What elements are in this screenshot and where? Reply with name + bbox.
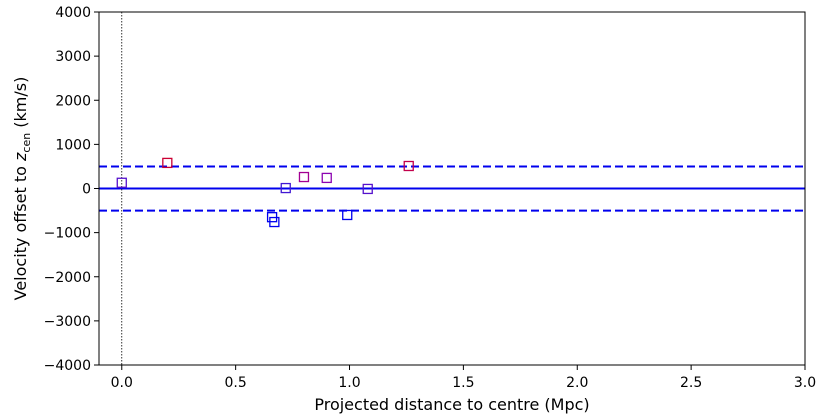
x-tick-label: 1.5 bbox=[452, 375, 474, 391]
y-axis-ticks: −4000 −3000 −2000 −1000 0 1000 2000 3000 4000 bbox=[44, 5, 99, 374]
x-tick-label: 0.5 bbox=[225, 375, 247, 391]
x-tick-label: 2.0 bbox=[566, 375, 588, 391]
y-tick-label: −4000 bbox=[44, 358, 91, 374]
y-tick-label: 4000 bbox=[55, 5, 91, 21]
x-tick-label: 0.0 bbox=[111, 375, 133, 391]
y-tick-label: −3000 bbox=[44, 314, 91, 330]
y-tick-label: −1000 bbox=[44, 226, 91, 242]
x-axis-label: Projected distance to centre (Mpc) bbox=[314, 395, 589, 414]
y-tick-label: 3000 bbox=[55, 49, 91, 65]
data-points bbox=[116, 157, 414, 228]
y-tick-label: 1000 bbox=[55, 137, 91, 153]
reference-lines bbox=[99, 12, 805, 365]
data-point bbox=[321, 172, 332, 184]
y-axis-label: Velocity offset to zcen (km/s) bbox=[11, 77, 33, 301]
x-tick-label: 1.0 bbox=[338, 375, 360, 391]
x-tick-label: 3.0 bbox=[794, 375, 816, 391]
x-axis-ticks: 0.0 0.5 1.0 1.5 2.0 2.5 3.0 bbox=[111, 365, 816, 391]
data-point bbox=[298, 171, 310, 183]
y-axis-label-variable: z bbox=[11, 152, 30, 162]
data-point bbox=[269, 216, 280, 228]
data-point bbox=[403, 160, 414, 172]
data-point bbox=[362, 183, 373, 195]
y-tick-label: 0 bbox=[82, 182, 91, 198]
y-tick-label: 2000 bbox=[55, 93, 91, 109]
y-axis-label-prefix: Velocity offset to bbox=[11, 161, 30, 300]
y-axis-label-suffix: (km/s) bbox=[11, 77, 30, 133]
data-point bbox=[116, 177, 127, 188]
data-point bbox=[342, 209, 353, 221]
x-tick-label: 2.5 bbox=[680, 375, 702, 391]
y-tick-label: −2000 bbox=[44, 270, 91, 286]
y-axis-label-subscript: cen bbox=[20, 133, 33, 153]
data-point bbox=[280, 182, 291, 194]
data-point bbox=[162, 157, 173, 169]
